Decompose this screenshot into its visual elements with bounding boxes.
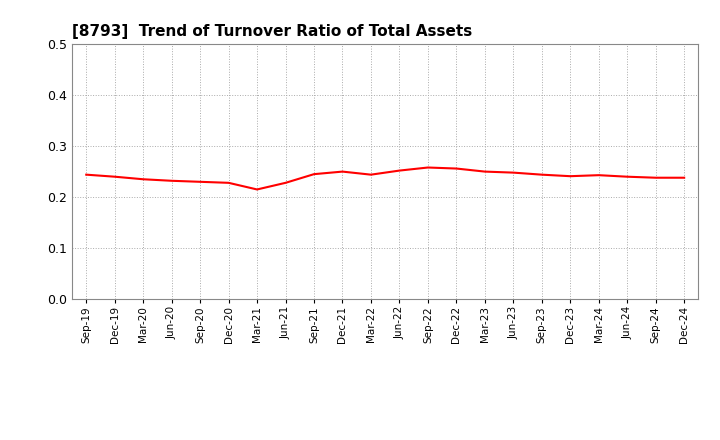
Text: [8793]  Trend of Turnover Ratio of Total Assets: [8793] Trend of Turnover Ratio of Total …: [72, 24, 472, 39]
